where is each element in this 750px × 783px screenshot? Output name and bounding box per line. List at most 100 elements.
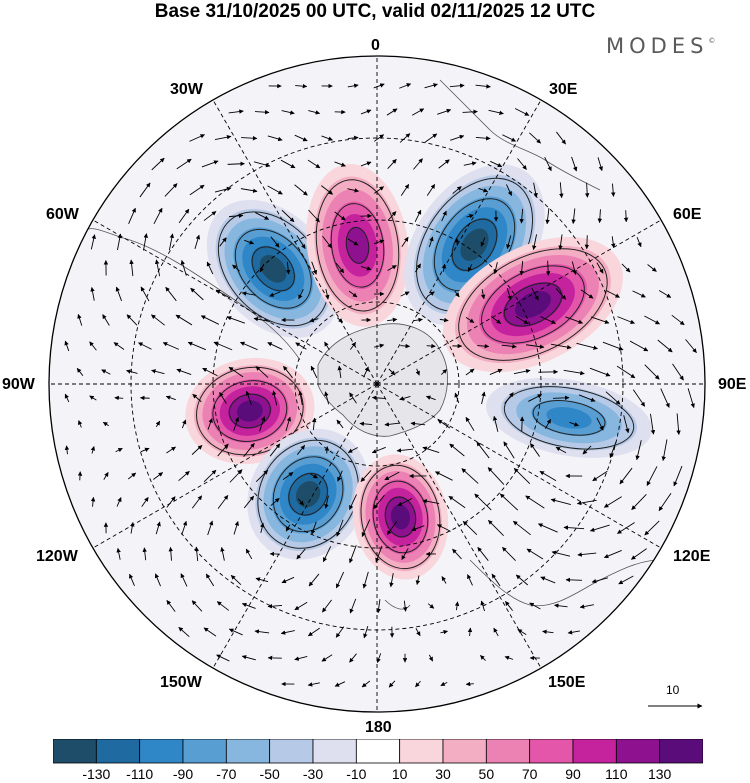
wind-vector [176,368,192,375]
wind-vector [571,261,577,275]
wind-vector [387,317,398,323]
wind-vector [90,234,96,250]
wind-vector [155,420,161,428]
wind-vector [454,601,460,611]
wind-vector [130,522,135,534]
colorbar-swatch [399,739,444,764]
wind-vector [603,549,622,559]
reference-vector-label: 10 [666,683,680,697]
wind-vector [150,314,165,326]
wind-vector [203,211,217,221]
wind-vector [435,471,453,481]
wind-vector [448,495,466,509]
colorbar-tick-label: 130 [647,766,672,782]
graticule [49,56,705,712]
wind-vector [415,368,420,376]
wind-vector [324,391,330,405]
wind-vector [189,134,205,142]
wind-vector [166,446,176,454]
wind-vector [671,314,685,326]
wind-vector [476,441,490,459]
wind-vector [360,470,372,482]
wind-vector [101,369,111,375]
colorbar-tick-label: 70 [521,766,538,782]
wind-vector [307,159,321,169]
wind-vector [347,83,359,88]
wind-vector [502,134,517,142]
wind-vector [396,448,414,453]
wind-vector [558,234,563,251]
map-title: Base 31/10/2025 00 UTC, valid 02/11/2025… [154,1,596,22]
wind-vector [228,628,243,636]
wind-vector [658,492,672,512]
anomaly-contour [546,406,592,429]
wind-vector [166,600,176,612]
wind-vector [400,184,410,196]
wind-vector [166,496,176,508]
wind-vector [176,158,192,170]
wind-vector [441,210,447,222]
wind-vector [217,495,229,509]
meridian [376,99,542,385]
contour-line [384,496,417,538]
lon-label-150e: 150E [548,674,586,691]
wind-vector [661,439,668,462]
colorbar-tick-label: -30 [302,766,324,782]
wind-vector [399,396,411,401]
colorbar-swatch [312,739,357,764]
wind-vector [373,83,385,89]
latitude-circle [294,301,460,467]
wind-vector [630,548,647,560]
wind-vector [596,262,604,274]
wind-vector [310,365,318,379]
wind-vector [116,497,122,507]
wind-vector [324,341,330,351]
wind-vector [139,182,151,198]
wind-vector [563,525,585,530]
wind-vector [461,468,479,484]
wind-vector [267,603,282,609]
wind-vector [413,158,423,170]
wind-vector [178,626,190,638]
map-border [48,55,706,713]
wind-vector [347,135,359,141]
wind-vector [465,317,475,323]
wind-vector [439,317,449,323]
wind-vector [437,108,452,115]
wind-vector [168,233,175,251]
wind-vector [90,286,95,301]
wind-vector [168,546,174,561]
wind-vector [530,443,540,457]
wind-vector [463,161,477,166]
wind-vector [436,524,451,532]
contour-line [451,218,498,271]
colorbar-swatch [182,739,227,764]
wind-vector [491,316,502,324]
wind-vector [244,239,255,245]
wind-vector [200,315,220,325]
wind-vector [555,446,567,454]
wind-vector [428,654,434,662]
wind-vector [141,496,149,507]
wind-vector [569,421,579,427]
wind-vector [578,394,596,402]
wind-vector [492,415,499,432]
wind-vector [506,287,512,301]
wind-vector [400,291,410,297]
wind-vector [571,208,576,224]
wind-vector [272,390,278,406]
wind-vector [559,182,564,199]
wind-vector [360,266,372,271]
wind-vector [310,521,317,535]
wind-vector [477,546,489,561]
wind-vector [426,343,436,349]
wind-vector [89,341,97,351]
wind-vector [175,314,193,326]
wind-vector [129,573,135,586]
lon-label-30e: 30E [549,81,578,98]
contour-line [234,228,312,309]
wind-vector [427,291,435,297]
wind-vector [285,261,291,275]
continents [84,79,661,610]
wind-vector [545,208,550,225]
